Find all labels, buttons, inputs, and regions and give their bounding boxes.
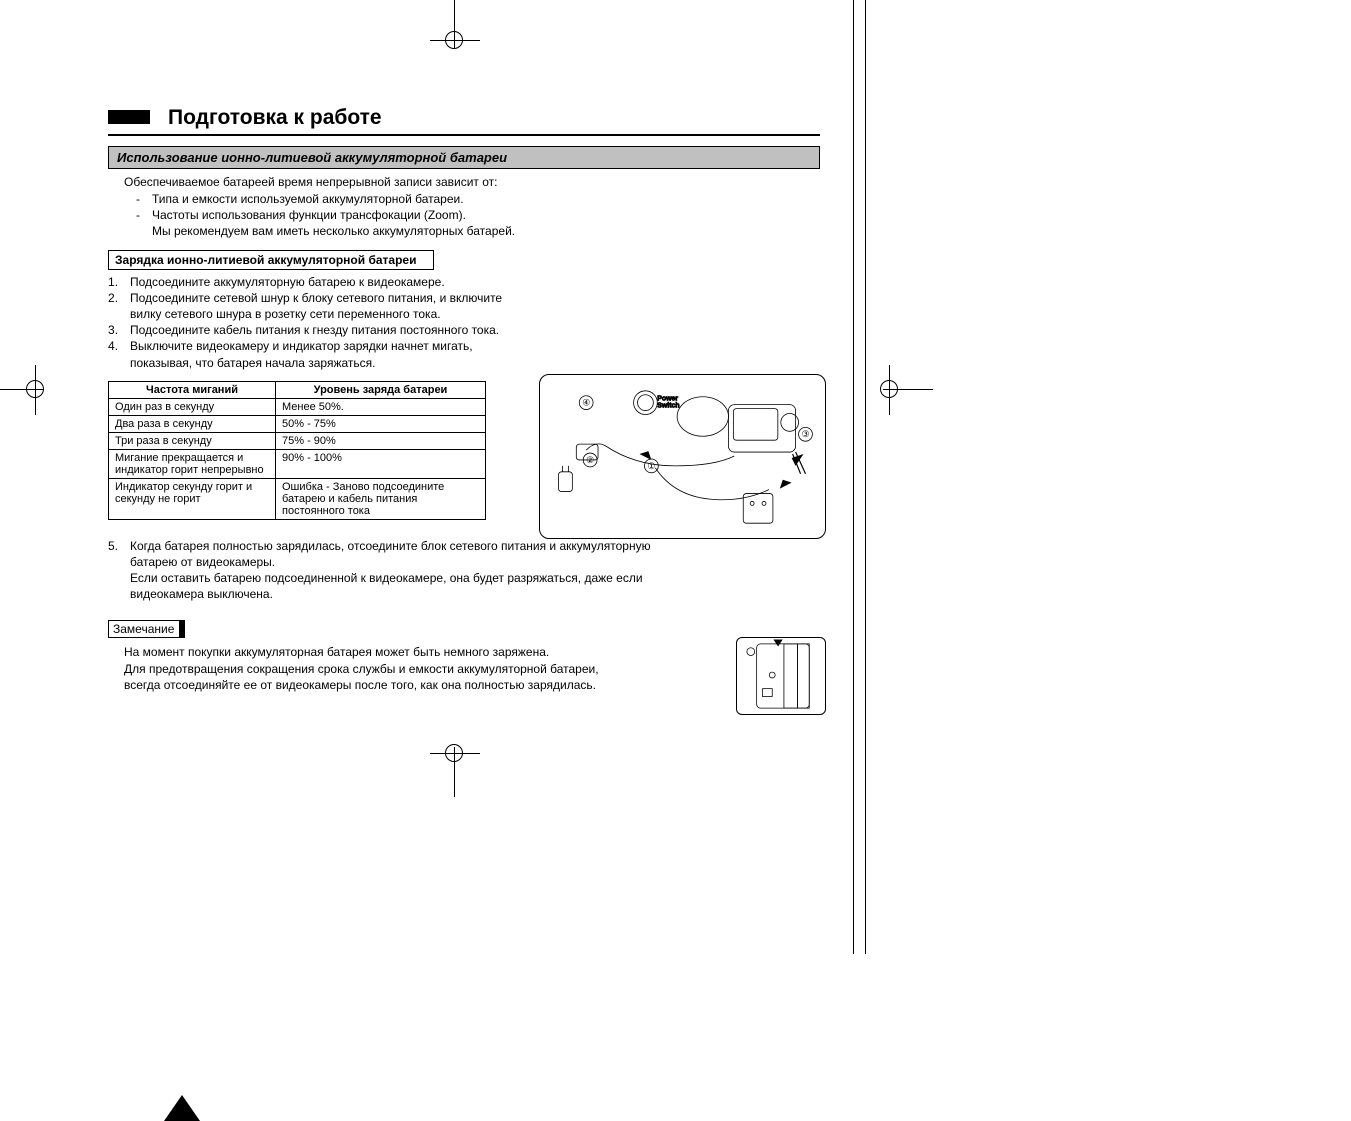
section-title: Подготовка к работе	[168, 106, 382, 130]
bullet-item: Частоты использования функции трансфокац…	[136, 207, 820, 239]
svg-text:④: ④	[582, 398, 590, 408]
page-content: Подготовка к работе Использование ионно-…	[108, 106, 820, 693]
camera-back-diagram	[736, 637, 826, 715]
numbered-steps: Подсоедините аккумуляторную батарею к ви…	[108, 274, 528, 371]
bullet-list: Типа и емкости используемой аккумуляторн…	[136, 191, 820, 240]
charge-level-table: Частота миганий Уровень заряда батареи О…	[108, 381, 486, 520]
table-header: Уровень заряда батареи	[276, 381, 486, 398]
svg-text:③: ③	[802, 429, 810, 439]
registration-mark-right	[880, 380, 898, 398]
step-item: Выключите видеокамеру и индикатор зарядк…	[108, 338, 528, 370]
intro-text: Обеспечиваемое батареей время непрерывно…	[124, 175, 820, 189]
note-text: На момент покупки аккумуляторная батарея…	[124, 644, 820, 693]
table-header: Частота миганий	[109, 381, 276, 398]
step-item: Подсоедините сетевой шнур к блоку сетево…	[108, 290, 528, 322]
registration-mark-top	[445, 31, 463, 49]
svg-text:②: ②	[586, 455, 594, 465]
page-border-inner	[865, 0, 866, 954]
table-row: Один раз в секундуМенее 50%.	[109, 398, 486, 415]
page-border-outer	[853, 0, 854, 954]
step-5: 5. Когда батарея полностью зарядилась, о…	[108, 538, 698, 603]
bullet-item: Типа и емкости используемой аккумуляторн…	[136, 191, 820, 207]
header-row: Подготовка к работе	[108, 106, 820, 136]
step-item: Подсоедините аккумуляторную батарею к ви…	[108, 274, 528, 290]
table-row: Индикатор секунду горит и секунду не гор…	[109, 478, 486, 519]
svg-text:Switch: Switch	[657, 403, 679, 410]
subsection-bar: Использование ионно-литиевой аккумулятор…	[108, 146, 820, 169]
step-number: 5.	[108, 538, 130, 603]
registration-mark-bottom	[445, 744, 463, 762]
connection-diagram: Power Switch ④ ②	[539, 374, 826, 539]
step-text: Когда батарея полностью зарядилась, отсо…	[130, 538, 698, 603]
charging-header: Зарядка ионно-литиевой аккумуляторной ба…	[108, 250, 434, 270]
step-item: Подсоедините кабель питания к гнезду пит…	[108, 322, 528, 338]
table-row: Мигание прекращается и индикатор горит н…	[109, 449, 486, 478]
table-row: Два раза в секунду50% - 75%	[109, 415, 486, 432]
svg-text:①: ①	[647, 461, 655, 471]
header-black-bar	[108, 110, 150, 124]
nav-triangle-icon	[164, 1095, 200, 1121]
registration-mark-left	[26, 380, 44, 398]
note-label: Замечание	[108, 620, 185, 638]
table-row: Три раза в секунду75% - 90%	[109, 432, 486, 449]
